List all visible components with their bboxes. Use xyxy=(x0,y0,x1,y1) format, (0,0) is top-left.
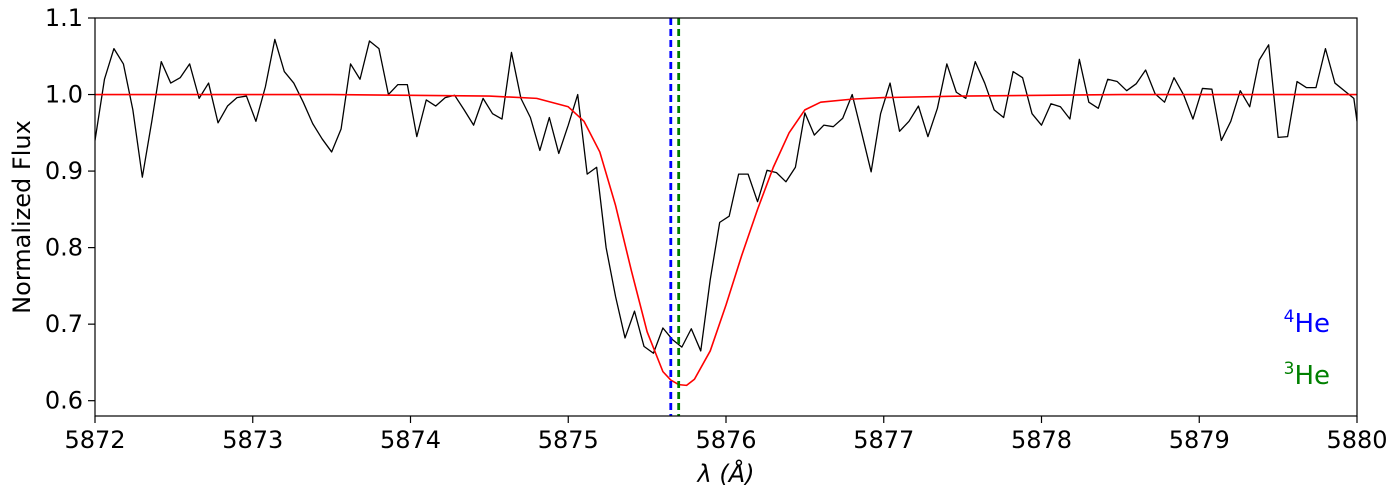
x-tick-label-6: 5878 xyxy=(1011,426,1072,454)
legend-4he-superscript: 4 xyxy=(1284,307,1295,327)
axes-frame xyxy=(94,17,1358,417)
plot-frame xyxy=(94,17,1358,417)
model-spectrum-line xyxy=(95,93,1357,387)
plot-area xyxy=(95,18,1357,416)
y-axis-label: Normalized Flux xyxy=(8,120,36,314)
axis-ticks: 5872 5873 5874 5875 5876 5877 5878 5879 5880 0.6 0… xyxy=(45,4,1388,454)
legend-entry-3he: 3He xyxy=(1284,359,1330,391)
y-tick-label-5: 1.1 xyxy=(45,4,83,32)
y-tick-label-2: 0.8 xyxy=(45,234,83,262)
x-tick-label-8: 5880 xyxy=(1326,426,1387,454)
legend-3he-label: He xyxy=(1294,361,1330,391)
x-tick-label-7: 5879 xyxy=(1169,426,1230,454)
observed-spectrum-line xyxy=(95,38,1357,354)
legend-3he-superscript: 3 xyxy=(1284,359,1295,379)
x-tick-label-2: 5874 xyxy=(380,426,441,454)
x-tick-label-3: 5875 xyxy=(538,426,599,454)
x-axis-label: λ (Å) xyxy=(696,459,755,488)
x-tick-label-0: 5872 xyxy=(64,426,125,454)
x-tick-label-1: 5873 xyxy=(222,426,283,454)
y-tick-label-4: 1.0 xyxy=(45,81,83,109)
y-tick-label-0: 0.6 xyxy=(45,387,83,415)
x-tick-label-5: 5877 xyxy=(853,426,914,454)
legend: 4He 3He xyxy=(1284,307,1330,391)
legend-entry-4he: 4He xyxy=(1284,307,1330,339)
y-tick-label-3: 0.9 xyxy=(45,157,83,185)
y-tick-label-1: 0.7 xyxy=(45,310,83,338)
x-tick-label-4: 5876 xyxy=(695,426,756,454)
legend-4he-label: He xyxy=(1294,309,1330,339)
